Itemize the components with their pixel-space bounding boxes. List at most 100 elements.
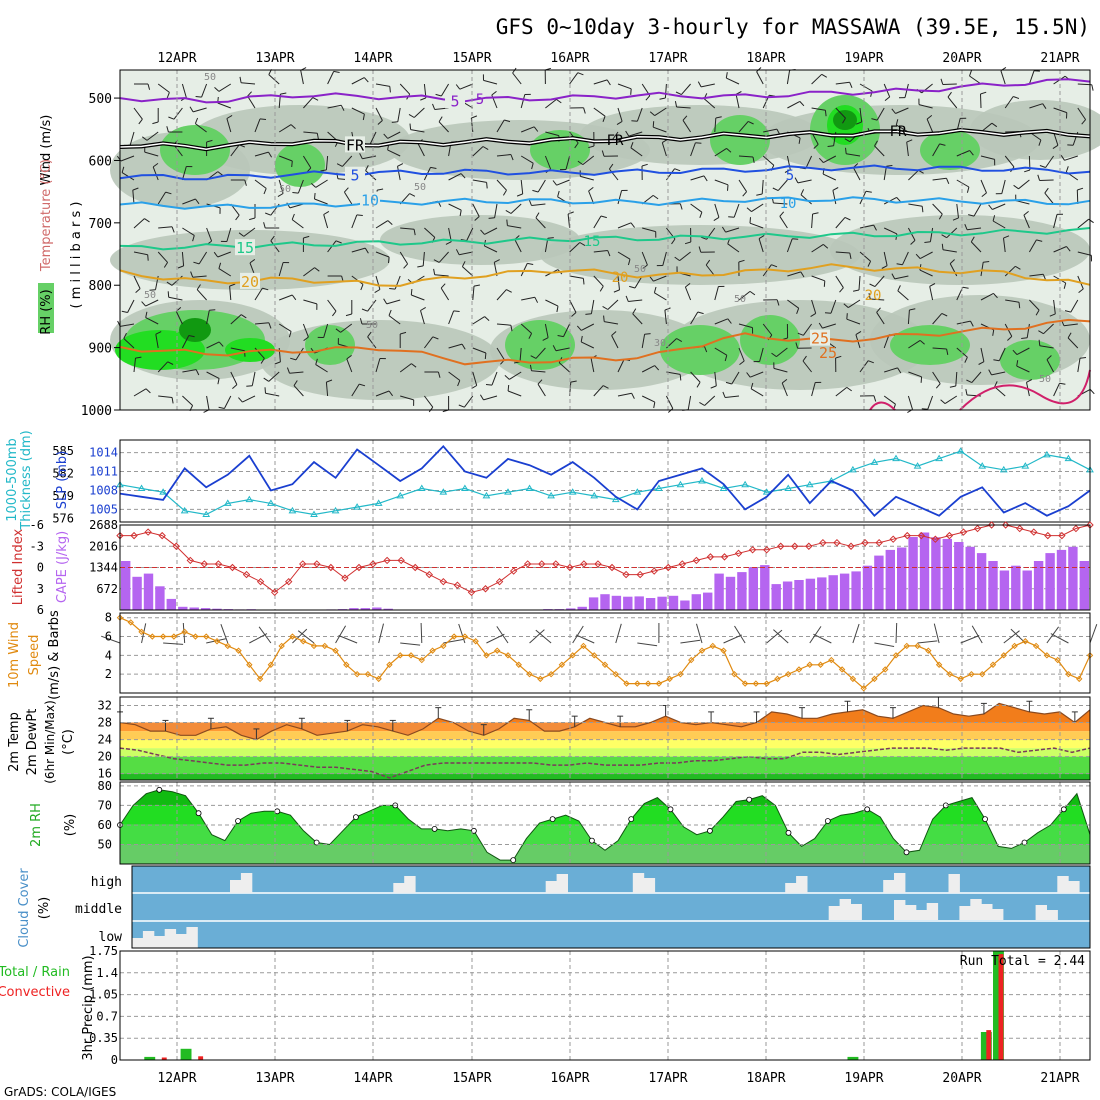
upper-wind-barb-tick [141, 301, 146, 307]
upper-wind-barb [496, 154, 511, 157]
upper-wind-barb [558, 362, 570, 373]
upper-wind-barb [848, 299, 861, 309]
upper-wind-barb-tick [821, 73, 828, 78]
upper-wind-barb [846, 153, 861, 157]
upper-wind-barb-tick [703, 175, 708, 182]
cloud-cell-high [883, 880, 895, 893]
cape-bar [942, 538, 952, 610]
upper-wind-barb-tick [440, 283, 446, 289]
upper-wind-barb-tick [291, 294, 297, 301]
upper-wind-barb-tick [229, 283, 236, 287]
rh-point [352, 814, 359, 820]
upper-wind-barb [581, 323, 595, 331]
wind-speed-point [785, 670, 792, 678]
upper-wind-barb [182, 395, 193, 406]
thickness-point [353, 503, 361, 510]
upper-wind-barb [811, 213, 814, 229]
upper-wind-barb [636, 107, 643, 122]
upper-wind-barb-tick [484, 316, 490, 321]
wind-tick-2: 2 [105, 667, 112, 681]
upper-wind-barb [206, 395, 210, 410]
thickness-point [374, 499, 383, 506]
cape-bar [143, 573, 154, 610]
temp-label-1: 2m Temp [7, 712, 22, 772]
precip-total-bar [144, 1056, 156, 1060]
upper-wind-barb-tick [964, 224, 968, 230]
upper-wind-barb [1029, 299, 1040, 311]
upper-wind-barb [129, 131, 135, 146]
upper-wind-barb [327, 104, 342, 109]
li-point [875, 539, 883, 547]
upper-wind-barb-tick [286, 367, 290, 374]
wind-speed-point [741, 680, 749, 687]
upper-wind-barb-tick [383, 133, 389, 139]
upper-wind-barb-tick [547, 237, 554, 239]
surface-wind-barb [335, 625, 347, 644]
wind-speed-point [1000, 652, 1007, 659]
upper-wind-barb-tick [471, 115, 478, 119]
cape-bar [828, 575, 838, 610]
upper-wind-barb-tick [727, 184, 729, 191]
precip-conv-bar [198, 1056, 204, 1060]
upper-wind-barb-tick [679, 203, 683, 210]
upper-wind-barb-tick [823, 280, 826, 287]
upper-wind-barb [472, 347, 487, 354]
upper-wind-barb [1005, 299, 1020, 303]
upper-wind-barb [1053, 246, 1067, 253]
temp-tick-28: 28 [98, 716, 112, 730]
upper-wind-barb-tick [310, 183, 317, 188]
upper-wind-barb-tick [946, 348, 949, 355]
wind-speed-point [1065, 670, 1072, 678]
wind-speed-point [192, 633, 199, 640]
upper-wind-barb-tick [410, 288, 413, 296]
upper-wind-barb-tick [962, 286, 969, 289]
upper-wind-barb-tick [459, 210, 462, 217]
upper-wind-barb [569, 242, 581, 253]
upper-wind-barb-tick [530, 355, 537, 359]
upper-wind-barb [991, 371, 1006, 376]
li-point [608, 563, 616, 572]
upper-wind-barb [182, 198, 196, 205]
thickness-point [1021, 462, 1030, 469]
upper-wind-barb-tick [842, 117, 846, 124]
upper-wind-barb [703, 98, 716, 109]
upper-wind-barb-tick [970, 236, 975, 243]
upper-wind-barb-tick [1035, 309, 1040, 316]
isotherm-label-bg [345, 136, 365, 153]
upper-wind-barb-tick [824, 312, 832, 314]
upper-wind-barb [314, 198, 328, 205]
wind-speed-point [698, 647, 706, 654]
upper-wind-barb [971, 371, 982, 383]
upper-wind-barb [714, 179, 729, 186]
upper-wind-barb-tick [921, 206, 924, 213]
upper-wind-barb-tick [1067, 332, 1072, 339]
upper-wind-barb [472, 179, 487, 183]
upper-wind-barb-tick [135, 288, 141, 293]
surface-wind-barb [458, 623, 466, 644]
upper-wind-barb [662, 251, 667, 266]
upper-wind-barb-tick [377, 120, 383, 125]
upper-wind-barb [896, 124, 909, 133]
thickness-point [223, 499, 232, 506]
upper-wind-barb-tick [458, 404, 465, 408]
upper-wind-barb [448, 343, 463, 349]
upper-wind-barb [902, 251, 909, 265]
upper-wind-barb-tick [1049, 313, 1056, 317]
upper-wind-barb-tick [274, 361, 281, 365]
upper-wind-barb-tick [345, 313, 352, 317]
upper-wind-barb-tick [491, 91, 497, 96]
upper-wind-barb-tick [292, 192, 299, 194]
rh-legend-swatch [38, 283, 54, 333]
upper-wind-barb [278, 124, 292, 133]
rh-tick-50: 50 [98, 837, 112, 851]
cloud-label-1: Cloud Cover [17, 868, 32, 948]
upper-wind-barb [942, 249, 957, 253]
cloud-cell-middle [915, 910, 928, 920]
precip-frame [119, 950, 1091, 1061]
upper-wind-barb [763, 128, 778, 133]
upper-wind-barb [438, 251, 449, 263]
surface-wind-barb [1089, 624, 1098, 644]
upper-wind-barb [295, 347, 304, 361]
upper-wind-barb-tick [725, 72, 728, 79]
upper-wind-barb [973, 203, 982, 217]
